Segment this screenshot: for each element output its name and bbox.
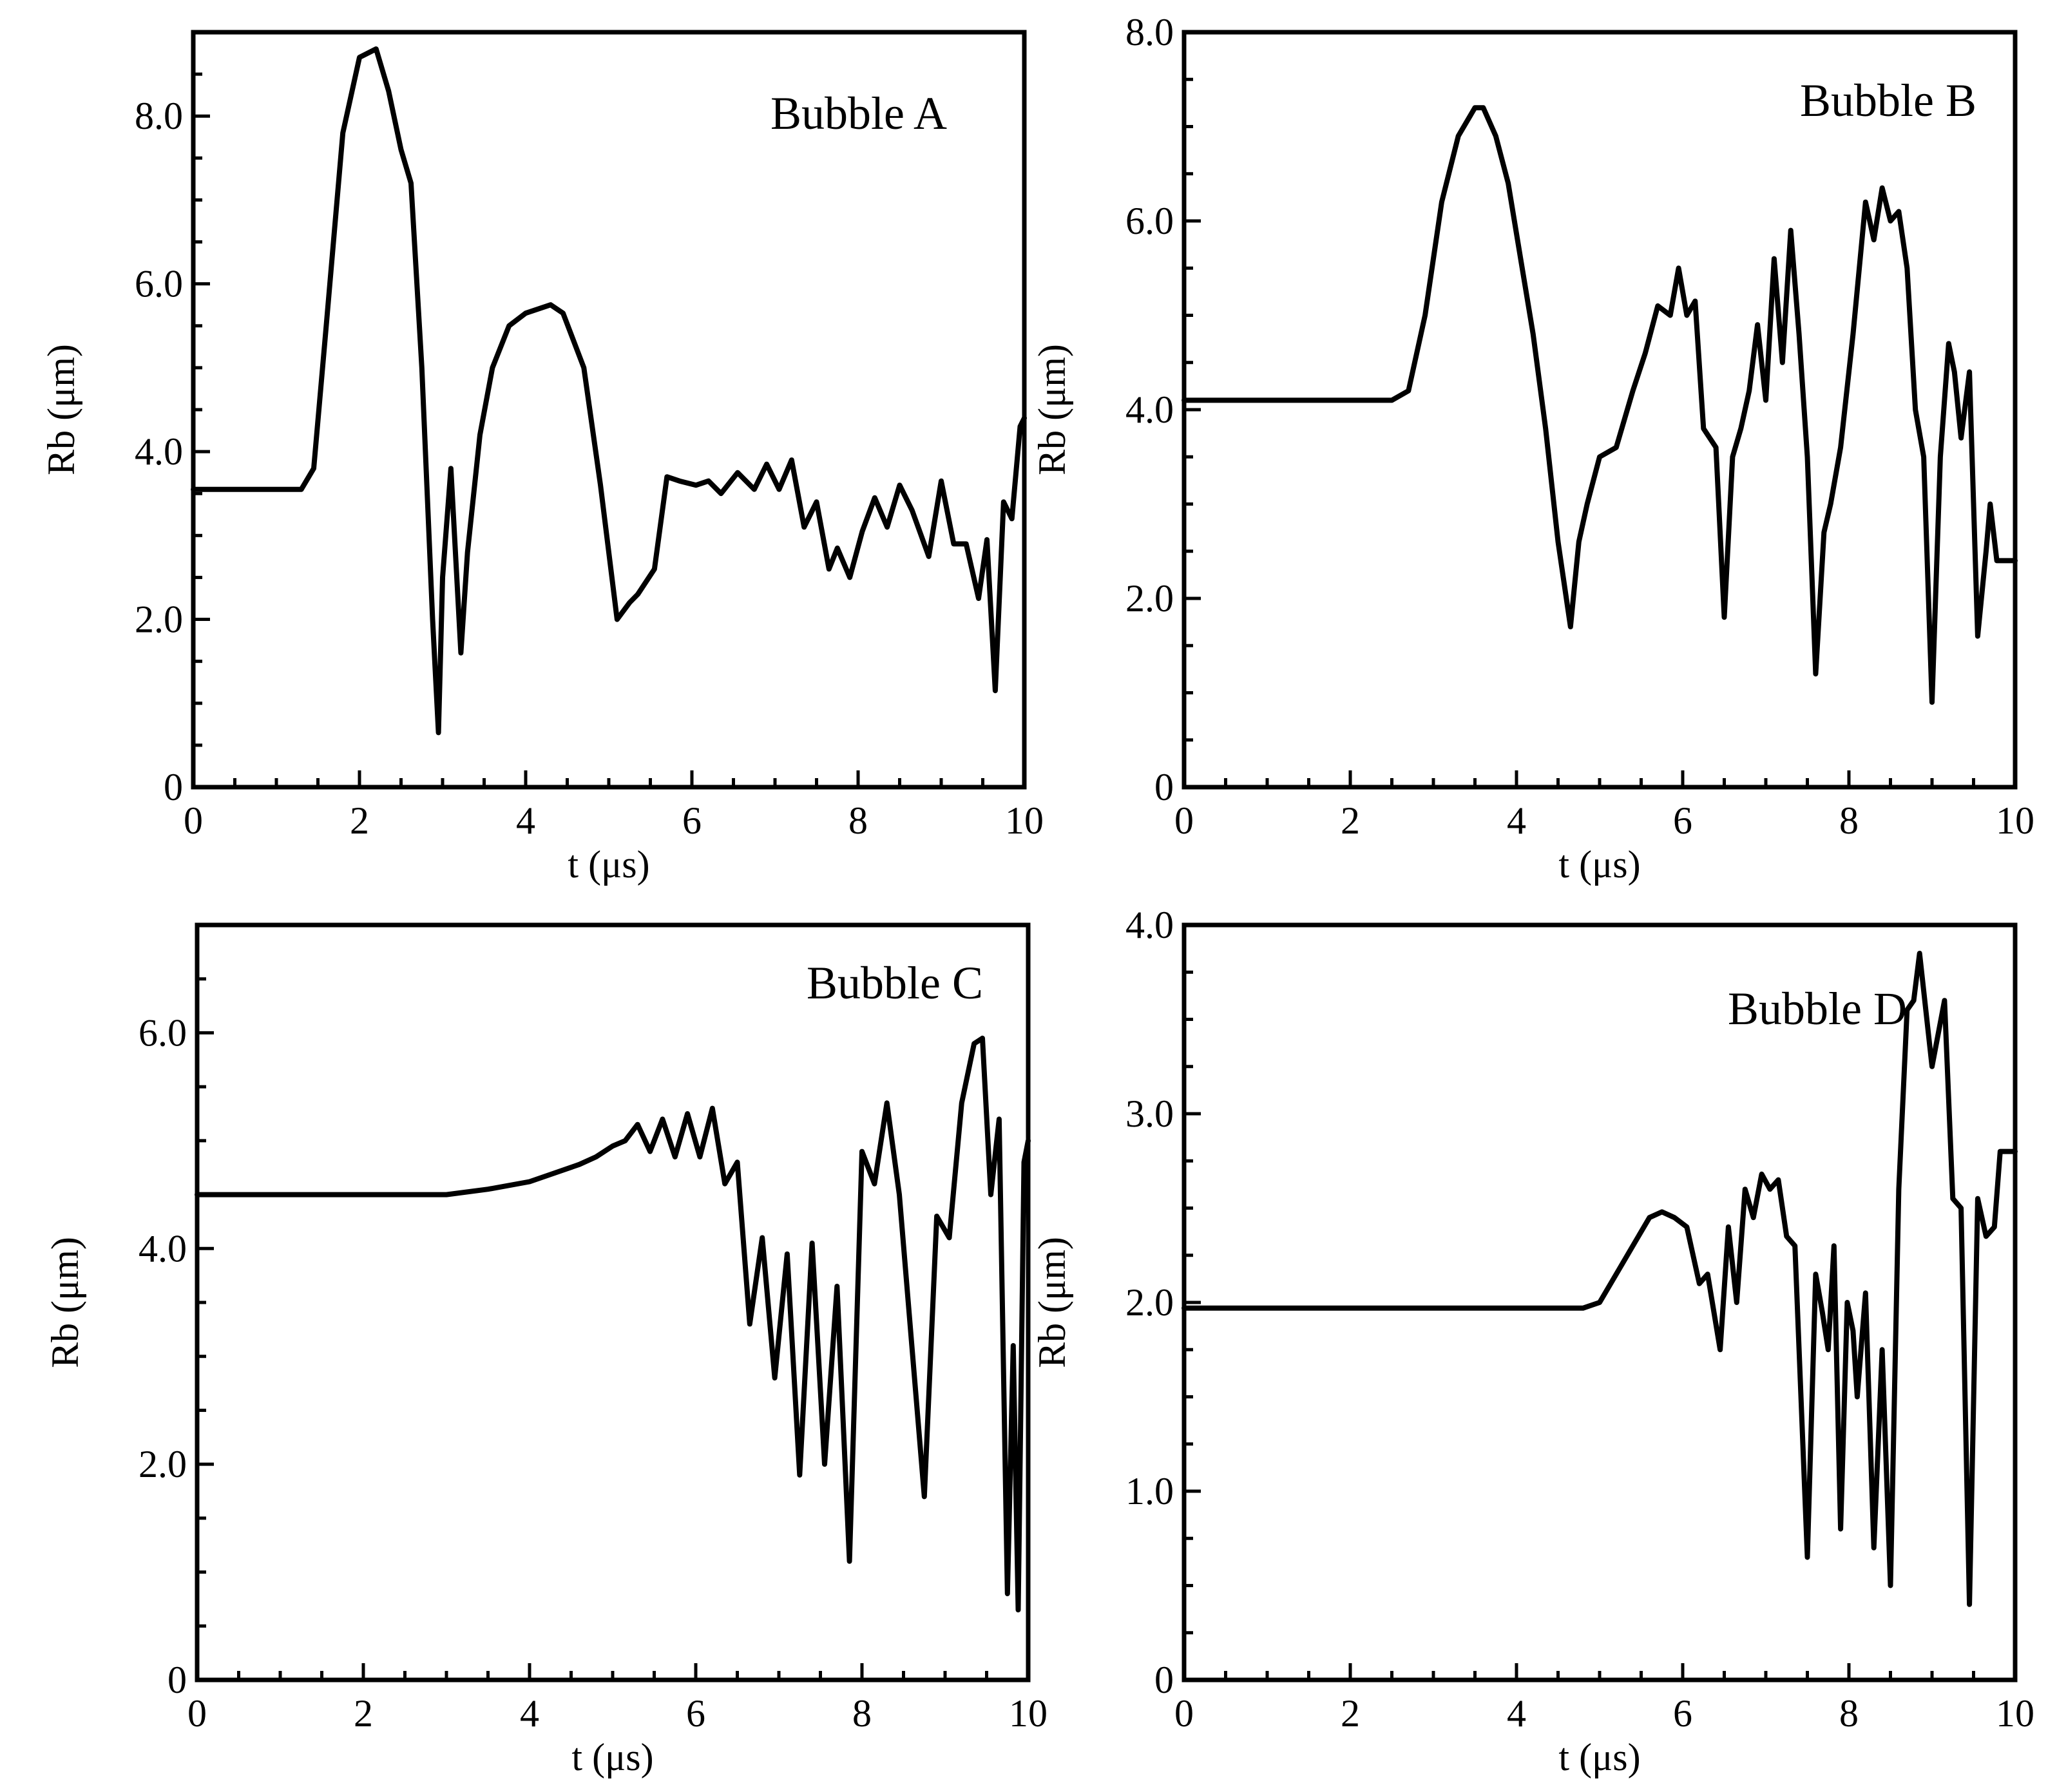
y-tick-label: 1.0 bbox=[1125, 1470, 1174, 1512]
x-tick-label: 6 bbox=[682, 799, 702, 842]
y-tick-label: 4.0 bbox=[1125, 904, 1174, 946]
x-tick-label: 10 bbox=[1009, 1692, 1048, 1735]
x-axis-title: t (μs) bbox=[568, 843, 649, 886]
x-axis-title: t (μs) bbox=[571, 1736, 653, 1778]
y-tick-label: 6.0 bbox=[139, 1011, 187, 1054]
y-tick-label: 6.0 bbox=[135, 263, 183, 305]
y-tick-label: 0 bbox=[1154, 1659, 1174, 1701]
y-tick-label: 0 bbox=[1154, 766, 1174, 808]
x-tick-label: 8 bbox=[1839, 799, 1859, 842]
y-tick-label: 4.0 bbox=[139, 1227, 187, 1270]
x-tick-label: 0 bbox=[187, 1692, 207, 1735]
x-tick-label: 4 bbox=[1507, 799, 1526, 842]
panel-bubble-c: 0 2 4 6 8 10 0 2.0 4.0 6.0 t (μs) Rb (μm) Bubble C bbox=[44, 922, 1048, 1778]
x-tick-label: 2 bbox=[1341, 799, 1360, 842]
x-tick-label: 6 bbox=[686, 1692, 705, 1735]
x-tick-label: 0 bbox=[1174, 799, 1194, 842]
x-tick-label: 6 bbox=[1673, 1692, 1692, 1735]
x-tick-label: 10 bbox=[1005, 799, 1044, 842]
panel-title: Bubble C bbox=[807, 957, 983, 1009]
series-line bbox=[1182, 951, 2018, 1607]
y-tick-label: 6.0 bbox=[1125, 200, 1174, 242]
panel-title: Bubble A bbox=[770, 88, 947, 139]
x-tick-label: 0 bbox=[1174, 1692, 1194, 1735]
x-axis-title: t (μs) bbox=[1558, 843, 1640, 886]
series-line bbox=[1182, 105, 2018, 705]
y-tick-label: 2.0 bbox=[1125, 1281, 1174, 1324]
y-axis-title: Rb (μm) bbox=[40, 344, 82, 475]
panel-bubble-a: 0 2 4 6 8 10 0 2.0 4.0 6.0 8.0 t (μs) Rb (μm) Bubble … bbox=[40, 30, 1044, 886]
x-tick-label: 8 bbox=[848, 799, 868, 842]
y-tick-label: 4.0 bbox=[1125, 388, 1174, 431]
axes-frame bbox=[1182, 30, 2018, 790]
y-tick-label: 0 bbox=[164, 766, 183, 808]
x-tick-label: 4 bbox=[1507, 1692, 1526, 1735]
x-tick-label: 8 bbox=[1839, 1692, 1859, 1735]
axes-frame bbox=[195, 922, 1031, 1682]
y-axis-title: Rb (μm) bbox=[44, 1237, 86, 1368]
x-tick-label: 4 bbox=[520, 1692, 539, 1735]
x-tick-label: 2 bbox=[354, 1692, 373, 1735]
x-tick-label: 8 bbox=[852, 1692, 872, 1735]
y-tick-label: 4.0 bbox=[135, 430, 183, 473]
y-tick-label: 2.0 bbox=[135, 598, 183, 641]
x-tick-label: 10 bbox=[1996, 1692, 2034, 1735]
panel-title: Bubble B bbox=[1800, 75, 1976, 126]
x-tick-label: 10 bbox=[1996, 799, 2034, 842]
series-line bbox=[191, 46, 1027, 736]
x-tick-label: 2 bbox=[1341, 1692, 1360, 1735]
y-tick-label: 3.0 bbox=[1125, 1092, 1174, 1135]
x-tick-label: 0 bbox=[184, 799, 203, 842]
y-tick-label: 8.0 bbox=[1125, 11, 1174, 53]
x-axis-title: t (μs) bbox=[1558, 1736, 1640, 1778]
x-tick-label: 2 bbox=[350, 799, 369, 842]
y-tick-label: 2.0 bbox=[139, 1443, 187, 1485]
y-tick-label: 8.0 bbox=[135, 95, 183, 137]
series-line bbox=[195, 1035, 1031, 1613]
y-axis-title: Rb (μm) bbox=[1031, 344, 1073, 475]
panel-title: Bubble D bbox=[1728, 983, 1907, 1034]
x-tick-label: 6 bbox=[1673, 799, 1692, 842]
panel-bubble-b: 0 2 4 6 8 10 0 2.0 4.0 6.0 8.0 t (μs) Rb (μm) Bubble … bbox=[1031, 11, 2034, 886]
x-tick-label: 4 bbox=[516, 799, 535, 842]
y-tick-label: 0 bbox=[167, 1659, 187, 1701]
panel-bubble-d: 0 2 4 6 8 10 0 1.0 2.0 3.0 4.0 t (μs) Rb (μm) Bubble … bbox=[1031, 904, 2034, 1778]
y-tick-label: 2.0 bbox=[1125, 577, 1174, 620]
y-axis-title: Rb (μm) bbox=[1031, 1237, 1073, 1368]
